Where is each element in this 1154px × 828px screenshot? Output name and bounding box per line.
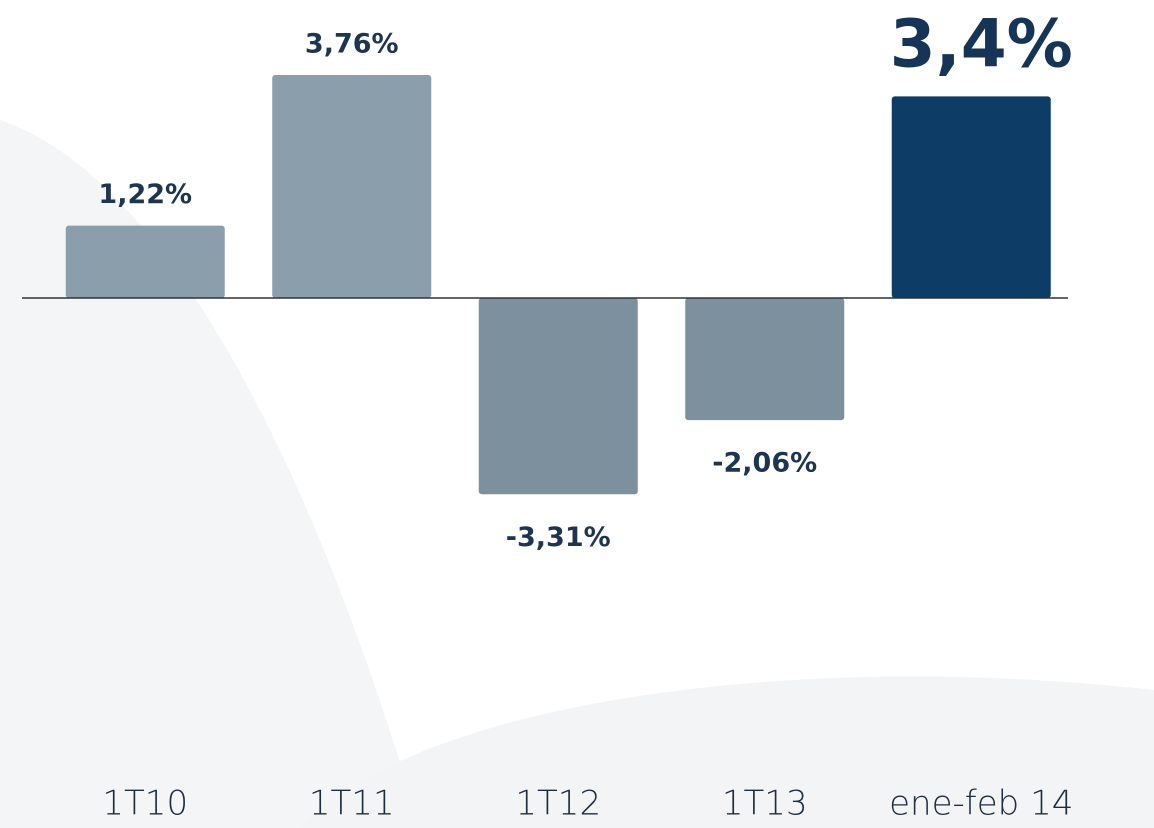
bar — [478, 297, 638, 495]
x-tick-label: 1T11 — [309, 784, 395, 824]
value-label: 1,22% — [98, 179, 192, 210]
bar — [685, 297, 845, 421]
x-tick-label: ene-feb 14 — [889, 784, 1073, 824]
value-label: -2,06% — [712, 448, 817, 479]
x-tick-label: 1T12 — [515, 784, 601, 824]
value-label: -3,31% — [506, 522, 611, 553]
background-shape — [300, 676, 1154, 828]
bar — [272, 75, 432, 298]
value-label: 3,76% — [305, 29, 399, 60]
x-tick-label: 1T10 — [102, 784, 188, 824]
bar — [891, 96, 1051, 298]
x-tick-label: 1T13 — [722, 784, 808, 824]
value-label: 3,4% — [890, 5, 1073, 82]
bar — [65, 225, 225, 298]
